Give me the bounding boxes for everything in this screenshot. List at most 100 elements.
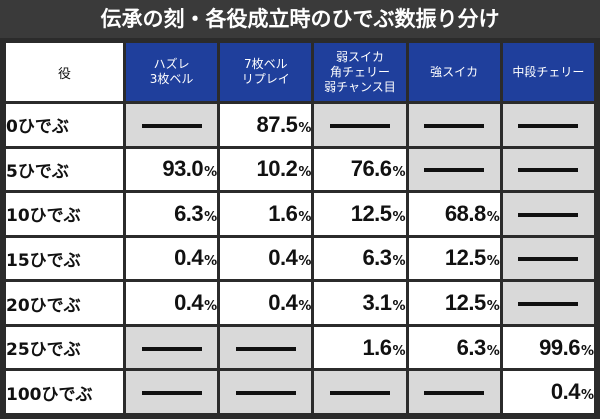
percent-unit: % <box>486 343 500 359</box>
row-label: 100ひでぶ <box>6 371 123 413</box>
empty-cell <box>502 148 594 191</box>
empty-cell <box>502 282 594 324</box>
percent-unit: % <box>486 209 500 225</box>
value-cell: 12.5% <box>314 193 406 235</box>
row-label: 5ひでぶ <box>6 148 123 191</box>
dash-mark <box>141 346 202 351</box>
empty-cell <box>408 371 500 413</box>
empty-cell <box>314 104 406 146</box>
value-number: 6.3 <box>362 245 392 271</box>
dash-mark <box>141 123 202 128</box>
value-cell: 87.5% <box>220 104 312 146</box>
value-number: 1.6 <box>362 334 392 360</box>
table-row: 15ひでぶ 0.4% 0.4% 6.3% 12.5% <box>6 237 594 280</box>
value-cell: 12.5% <box>408 282 500 324</box>
column-header: 強スイカ <box>408 43 500 101</box>
dash-mark <box>329 123 390 128</box>
percent-unit: % <box>204 299 218 315</box>
percent-unit: % <box>392 299 406 315</box>
column-header-line: 7枚ベル <box>243 57 288 71</box>
value-number: 12.5 <box>350 200 392 226</box>
value-cell: 0.4% <box>220 237 312 280</box>
empty-cell <box>220 326 312 369</box>
percent-unit: % <box>486 254 500 270</box>
value-cell: 0.4% <box>126 237 218 280</box>
value-cell: 6.3% <box>126 193 218 235</box>
dash-mark <box>518 168 579 173</box>
value-cell: 10.2% <box>220 148 312 191</box>
value-cell: 3.1% <box>314 282 406 324</box>
corner-header: 役 <box>6 43 123 101</box>
value-cell: 6.3% <box>408 326 500 369</box>
row-label: 15ひでぶ <box>6 237 123 280</box>
value-number: 0.4 <box>268 245 298 271</box>
percent-unit: % <box>204 165 218 181</box>
column-header-line: 強スイカ <box>430 64 479 79</box>
percent-unit: % <box>298 299 312 315</box>
value-number: 99.6 <box>539 334 580 360</box>
dash-mark <box>518 257 579 262</box>
percent-unit: % <box>580 388 594 404</box>
value-cell: 0.4% <box>126 282 218 324</box>
column-header-line: 3枚ベル <box>149 72 194 86</box>
percent-unit: % <box>392 165 406 181</box>
value-number: 1.6 <box>268 200 298 226</box>
value-cell: 76.6% <box>314 148 406 191</box>
empty-cell <box>408 104 500 146</box>
column-header: 7枚ベル リプレイ <box>220 43 312 101</box>
row-label: 20ひでぶ <box>6 282 123 324</box>
value-cell: 12.5% <box>408 237 500 280</box>
empty-cell <box>126 326 218 369</box>
empty-cell <box>126 104 218 146</box>
row-label: 25ひでぶ <box>6 326 123 369</box>
empty-cell <box>502 193 594 235</box>
value-number: 6.3 <box>456 334 487 360</box>
percent-unit: % <box>392 209 406 225</box>
value-number: 87.5 <box>256 111 298 137</box>
percent-unit: % <box>298 120 312 136</box>
dash-mark <box>329 391 390 396</box>
dash-mark <box>518 123 579 128</box>
value-cell: 93.0% <box>126 148 218 191</box>
percent-unit: % <box>204 254 218 270</box>
value-number: 6.3 <box>174 200 204 226</box>
empty-cell <box>220 371 312 413</box>
percent-unit: % <box>204 209 218 225</box>
percent-unit: % <box>298 165 312 181</box>
column-header-line: 中段チェリー <box>512 64 585 79</box>
column-header-line: 角チェリー <box>329 64 390 79</box>
value-number: 12.5 <box>444 245 486 271</box>
dash-mark <box>424 168 485 173</box>
column-header: 弱スイカ 角チェリー 弱チャンス目 <box>314 43 406 101</box>
table-row: 5ひでぶ 93.0% 10.2% 76.6% <box>6 148 594 191</box>
value-number: 0.4 <box>174 290 204 316</box>
column-header-line: リプレイ <box>241 72 290 86</box>
value-number: 12.5 <box>444 290 486 316</box>
empty-cell <box>408 148 500 191</box>
column-header-line: ハズレ <box>153 57 190 71</box>
row-label: 10ひでぶ <box>6 193 123 235</box>
table-row: 10ひでぶ 6.3% 1.6% 12.5% 68.8% <box>6 193 594 235</box>
value-number: 68.8 <box>444 200 486 226</box>
empty-cell <box>314 371 406 413</box>
column-header-line: 弱チャンス目 <box>324 79 396 94</box>
header-row: 役 ハズレ 3枚ベル 7枚ベル リプレイ 弱スイカ 角チェリー 弱チャンス目 強スイカ 中段チェ… <box>6 43 594 101</box>
value-cell: 1.6% <box>220 193 312 235</box>
table-row: 100ひでぶ 0.4% <box>6 371 594 413</box>
value-number: 3.1 <box>362 290 392 316</box>
column-header-line: 弱スイカ <box>335 49 384 64</box>
dash-mark <box>424 123 485 128</box>
dash-mark <box>518 212 579 217</box>
empty-cell <box>126 371 218 413</box>
percent-unit: % <box>580 343 594 359</box>
page-title: 伝承の刻・各役成立時のひでぶ数振り分け <box>0 0 600 38</box>
empty-cell <box>502 104 594 146</box>
value-cell: 6.3% <box>314 237 406 280</box>
percent-unit: % <box>392 254 406 270</box>
dash-mark <box>235 391 296 396</box>
column-header: 中段チェリー <box>502 43 594 101</box>
dash-mark <box>518 302 579 307</box>
dash-mark <box>235 346 296 351</box>
value-number: 0.4 <box>174 245 204 271</box>
